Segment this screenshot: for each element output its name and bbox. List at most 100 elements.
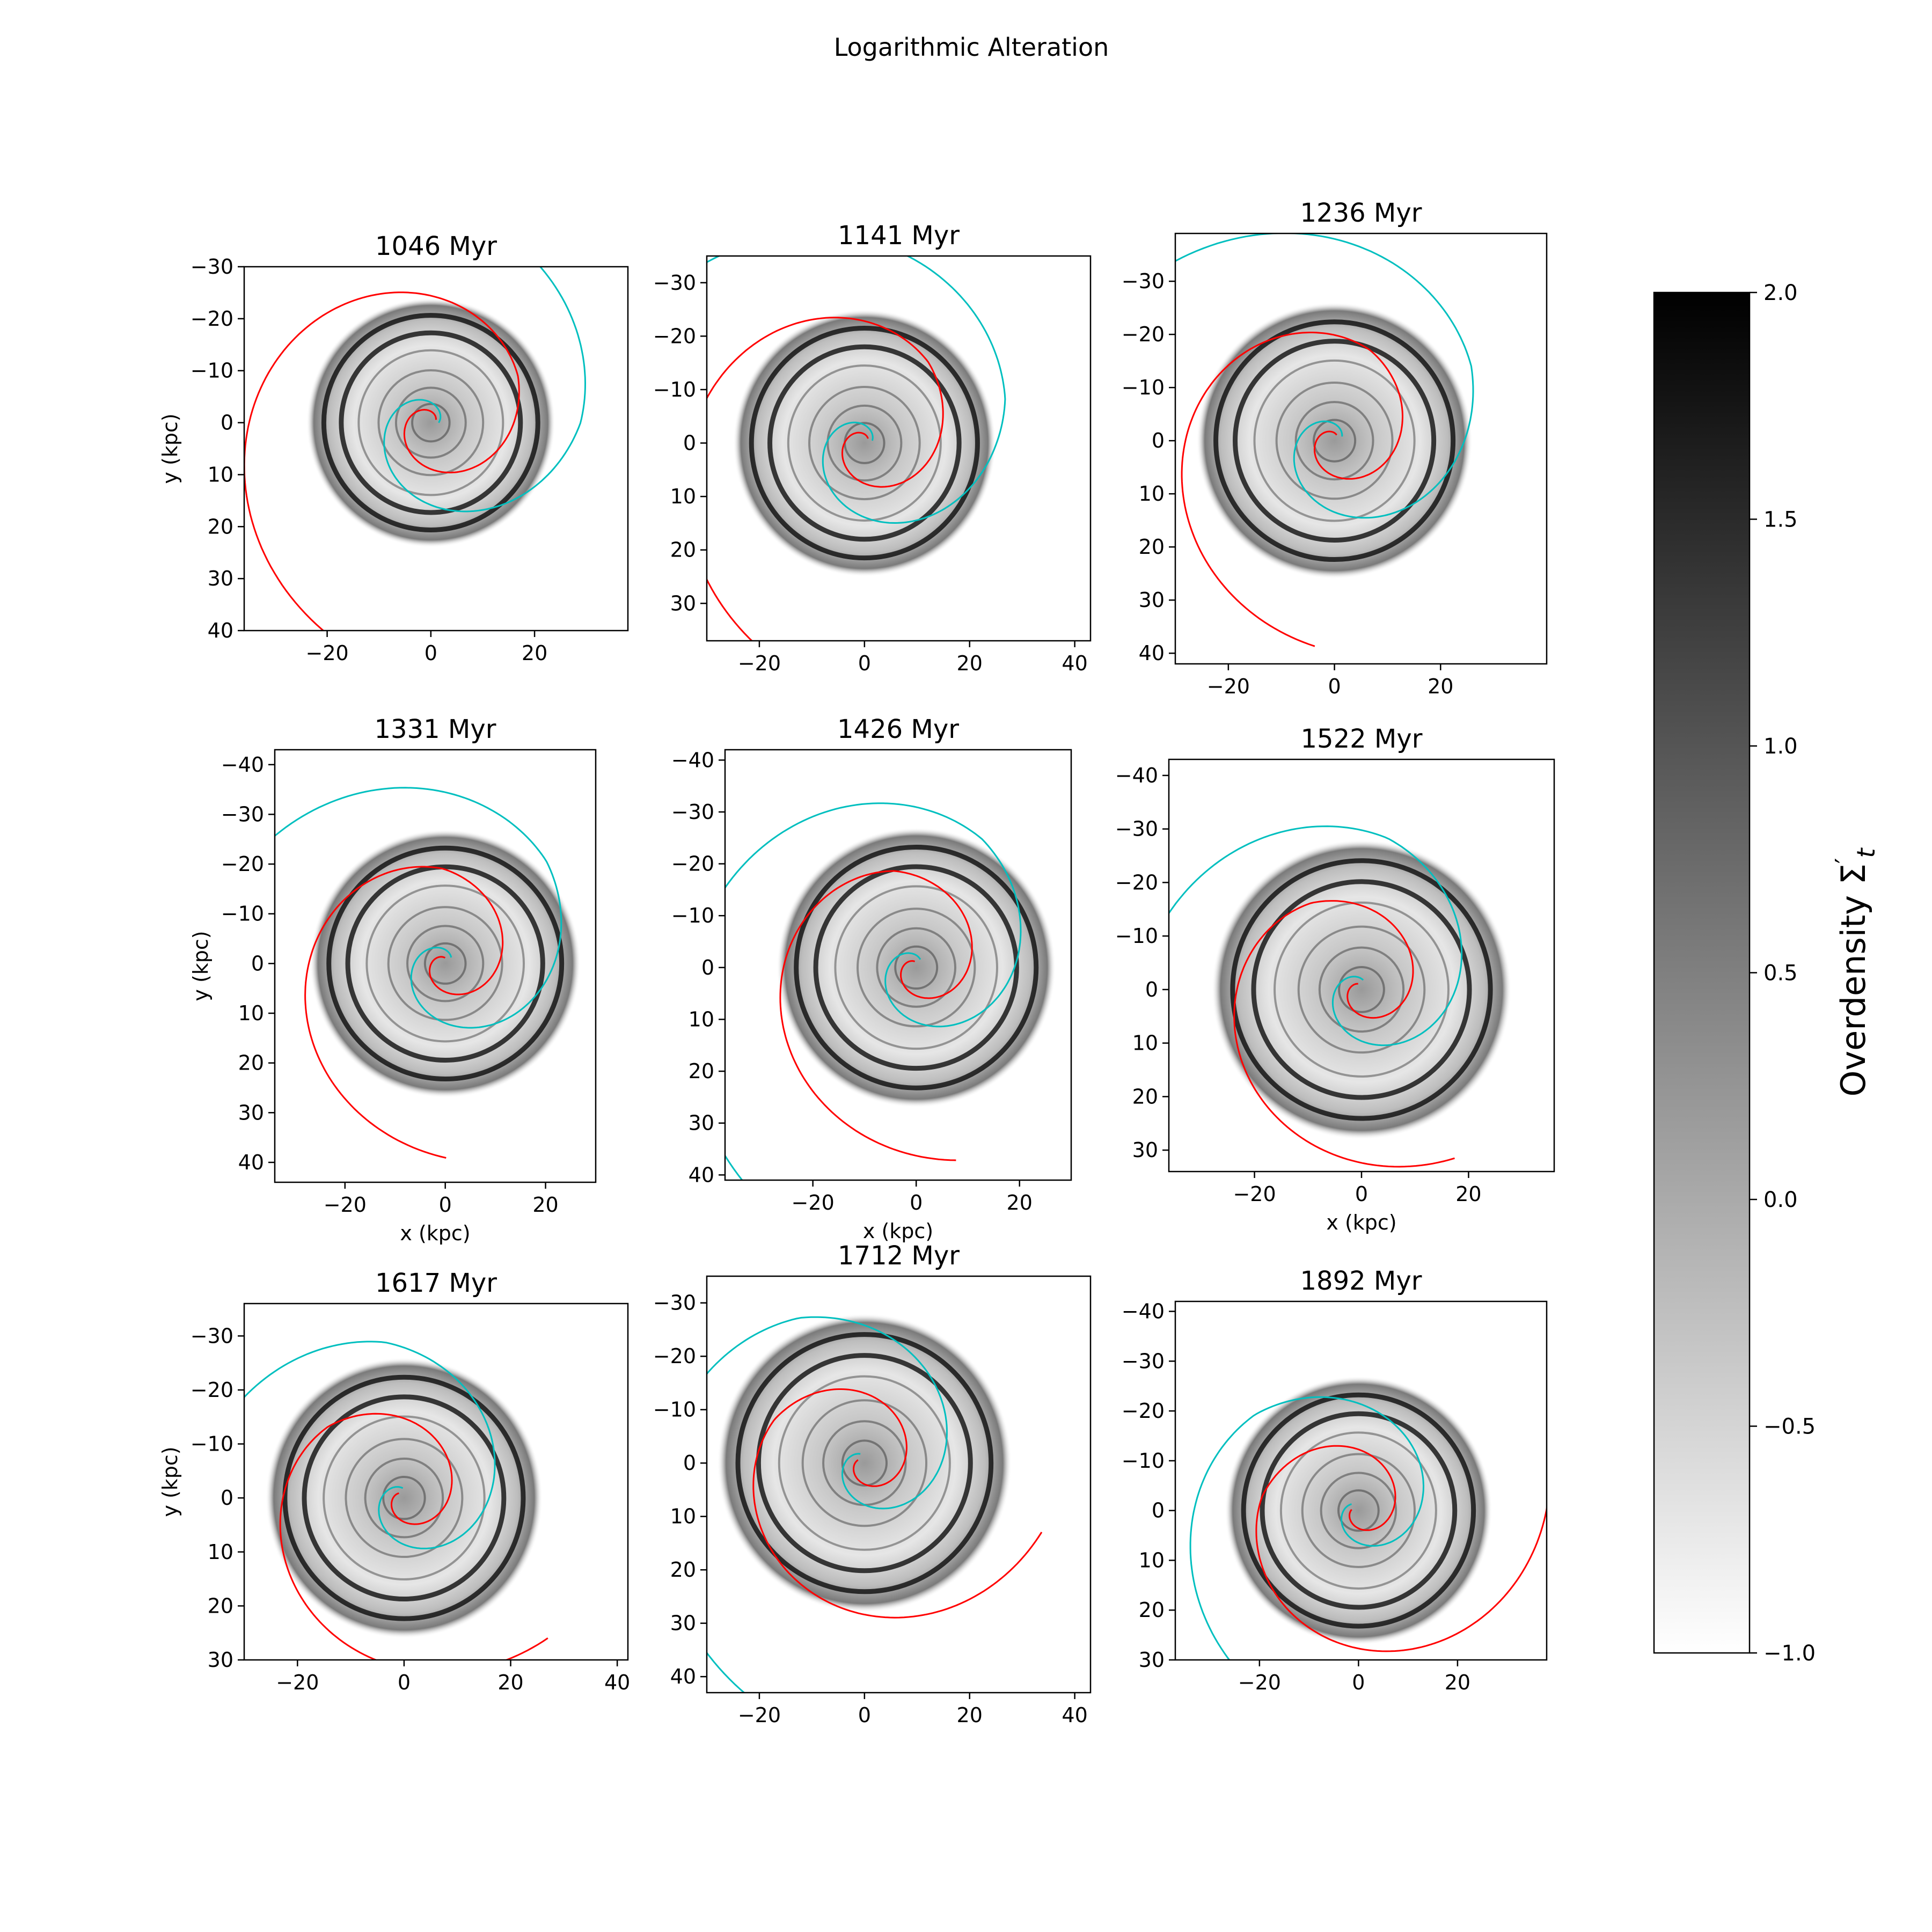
panel-8: −20 0 20 40 −30 −20 −10 0 10 20 30 40 1712 Myr xyxy=(653,1241,1092,1727)
spiral-red xyxy=(752,1388,1043,1619)
density-ring xyxy=(1294,401,1374,481)
x-tick-label: 0 xyxy=(858,1703,871,1727)
x-tick-label: 20 xyxy=(957,652,983,675)
density-ring xyxy=(345,864,545,1063)
y-tick-label: −20 xyxy=(671,852,714,876)
y-tick-label: 0 xyxy=(683,431,696,455)
y-axis-label: y (kpc) xyxy=(189,931,213,1001)
axes-frame xyxy=(706,255,1092,642)
y-tick-label: −10 xyxy=(1122,1449,1165,1473)
spiral-red xyxy=(279,1413,548,1660)
panel-title: 1426 Myr xyxy=(837,714,959,744)
x-tick-label: 0 xyxy=(439,1193,452,1217)
y-tick-label: −30 xyxy=(1122,269,1165,293)
density-ring xyxy=(1313,419,1357,463)
x-tick-label: 20 xyxy=(1428,675,1453,698)
plot-area xyxy=(275,787,581,1159)
y-tick-label: −20 xyxy=(653,324,696,348)
y-tick-label: 0 xyxy=(1152,429,1165,452)
panel-grid: −20 0 20 −30 −20 −10 0 10 20 30 40 1046 Myr y (kpc) −… xyxy=(158,198,1555,1727)
x-tick-label: 20 xyxy=(1007,1191,1033,1214)
x-tick-label: 0 xyxy=(1355,1182,1368,1206)
colorbar-tick-label: −0.5 xyxy=(1763,1415,1816,1439)
density-ring xyxy=(406,925,485,1002)
spiral-cyan xyxy=(707,1316,948,1693)
y-tick-label: 30 xyxy=(208,567,233,590)
colorbar-tick-label: 2.0 xyxy=(1763,281,1798,305)
axes-frame xyxy=(724,749,1072,1181)
density-ring xyxy=(345,1438,464,1558)
density-ring xyxy=(382,1475,426,1520)
panel-title: 1617 Myr xyxy=(375,1268,497,1298)
x-tick-label: 20 xyxy=(957,1703,983,1727)
y-tick-label: 40 xyxy=(670,1665,696,1688)
plot-area xyxy=(244,1341,548,1660)
spiral-cyan xyxy=(383,267,587,513)
density-ring xyxy=(1337,1489,1380,1532)
density-ring xyxy=(808,385,921,501)
density-ring xyxy=(794,844,1039,1091)
y-tick-label: −40 xyxy=(1122,1300,1165,1323)
x-tick-label: 40 xyxy=(1062,652,1087,675)
x-tick-label: −20 xyxy=(324,1193,367,1217)
y-tick-label: 10 xyxy=(1139,482,1165,506)
density-ring xyxy=(423,942,467,985)
x-tick-label: 20 xyxy=(522,641,547,665)
y-tick-label: −40 xyxy=(1115,764,1158,787)
x-tick-label: −20 xyxy=(1238,1671,1281,1694)
density-ring xyxy=(1260,1411,1458,1610)
spiral-cyan xyxy=(707,256,1006,524)
y-tick-label: 40 xyxy=(689,1163,714,1187)
y-tick-label: −10 xyxy=(671,904,714,927)
density-ring xyxy=(1318,946,1405,1033)
density-ring xyxy=(735,1332,994,1594)
y-tick-label: 40 xyxy=(238,1151,264,1174)
plot-area xyxy=(707,1313,1043,1693)
axes-frame xyxy=(1174,232,1548,665)
y-tick-label: 0 xyxy=(251,952,264,975)
density-ring xyxy=(756,1353,973,1574)
panel-title: 1141 Myr xyxy=(838,221,960,251)
y-tick-label: −30 xyxy=(671,800,714,824)
colorbar-label-prime: ′ xyxy=(1830,858,1859,863)
density-ring xyxy=(1275,382,1394,500)
spiral-red xyxy=(244,291,520,631)
y-tick-label: −20 xyxy=(1122,1399,1165,1423)
x-tick-label: −20 xyxy=(738,1703,781,1727)
x-axis-label: x (kpc) xyxy=(1326,1211,1396,1234)
y-tick-label: 20 xyxy=(1132,1085,1158,1108)
y-tick-label: 40 xyxy=(208,619,233,642)
x-tick-label: 0 xyxy=(425,641,437,665)
spiral-cyan xyxy=(1175,233,1474,519)
x-tick-label: 0 xyxy=(398,1671,411,1694)
panel-3: −20 0 20 −30 −20 −10 0 10 20 30 40 1236 Myr xyxy=(1122,198,1548,698)
density-ring xyxy=(801,1399,928,1527)
density-ring xyxy=(767,344,962,542)
y-tick-label: −30 xyxy=(191,1324,233,1348)
plot-area xyxy=(725,802,1056,1180)
density-disk xyxy=(1225,1376,1492,1645)
axes-frame xyxy=(1174,1300,1548,1661)
y-tick-label: −20 xyxy=(191,1378,233,1402)
density-disk xyxy=(265,1357,543,1638)
panel-title: 1046 Myr xyxy=(375,231,497,261)
y-tick-label: 10 xyxy=(670,1505,696,1528)
y-tick-label: 10 xyxy=(208,463,233,486)
density-disk xyxy=(733,309,996,577)
spiral-red xyxy=(707,317,944,641)
y-tick-label: 20 xyxy=(670,1558,696,1582)
density-ring xyxy=(1338,965,1385,1013)
density-disk xyxy=(1196,302,1473,579)
x-tick-label: 0 xyxy=(1352,1671,1365,1694)
spiral-red xyxy=(304,866,504,1159)
y-tick-label: −10 xyxy=(191,359,233,383)
density-ring xyxy=(1274,901,1450,1078)
y-tick-label: −20 xyxy=(1115,870,1158,894)
y-tick-label: 0 xyxy=(1152,1499,1165,1523)
x-tick-label: 20 xyxy=(532,1193,558,1217)
density-ring xyxy=(411,402,451,443)
y-tick-label: −10 xyxy=(1122,376,1165,399)
density-ring xyxy=(1253,359,1416,522)
y-tick-label: 10 xyxy=(208,1540,233,1564)
y-tick-label: 30 xyxy=(238,1101,264,1124)
